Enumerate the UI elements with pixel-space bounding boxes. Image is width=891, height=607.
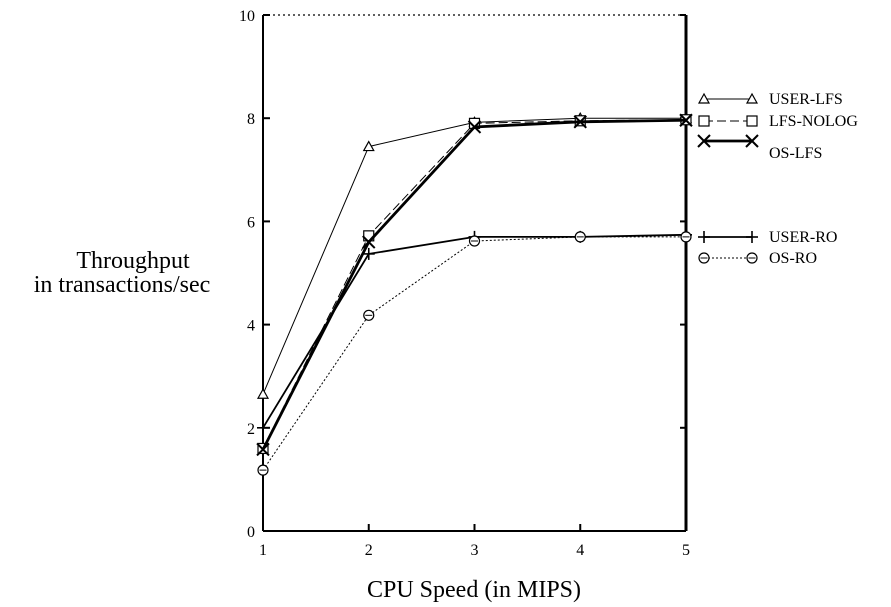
series-os-ro [257,231,692,476]
legend-label-user-ro: USER-RO [769,229,837,246]
legend-item-os-ro: OS-RO [698,250,817,267]
legend-label-os-ro: OS-RO [769,250,817,267]
x-axis-label: CPU Speed (in MIPS) [367,577,581,603]
y-tick-label: 10 [239,8,255,25]
legend-item-user-ro: USER-RO [698,229,837,246]
legend-marker-os-ro [698,252,710,264]
series-user-lfs [256,111,693,399]
y-tick-label: 6 [247,214,255,231]
data-point-os-lfs [467,120,482,134]
legend-marker-os-lfs [697,134,711,148]
data-point-os-lfs [573,115,587,129]
y-axis-label-line2: in transactions/sec [34,272,211,298]
series-line-user-ro [262,233,687,429]
legend-marker-user-ro [698,231,710,243]
legend-marker-os-ro [746,252,758,264]
data-point-os-lfs [256,442,270,457]
legend-marker-user-ro [746,231,758,243]
legend-marker-user-lfs [745,92,759,104]
data-point-os-lfs-stroke-b [679,113,693,127]
series-lfs-nolog [257,114,692,455]
legend: USER-LFS LFS-NOLOG OS-LFS USER-RO OS-RO [697,91,858,267]
legend-marker-lfs-nolog [698,115,710,127]
series-line-os-ro [262,236,686,471]
x-tick-label: 3 [471,542,479,559]
x-tick-label: 5 [682,542,690,559]
legend-label-os-lfs: OS-LFS [769,145,822,162]
legend-item-user-lfs: USER-LFS [697,91,843,108]
legend-marker-user-lfs [697,92,711,104]
series-line-lfs-nolog [262,119,687,449]
data-point-os-lfs [362,235,376,249]
y-axis-label-line1: Throughput [76,248,190,274]
data-point-os-lfs [679,113,693,127]
x-tick-label: 4 [576,542,584,559]
series-os-lfs [256,113,693,457]
legend-item-os-lfs: OS-LFS [697,134,822,162]
series-line-user-lfs [262,117,686,395]
data-point-os-lfs-stroke-b [256,442,270,457]
legend-marker-os-lfs-stroke-b [697,134,711,148]
data-point-os-ro [468,235,481,247]
legend-item-lfs-nolog: LFS-NOLOG [698,113,858,130]
y-tick-label: 4 [247,318,255,335]
data-point-user-ro [257,421,269,434]
data-point-user-ro [362,247,375,260]
data-point-os-ro [574,231,586,243]
data-point-os-ro [680,231,692,243]
legend-label-lfs-nolog: LFS-NOLOG [769,113,858,130]
data-point-user-lfs [256,388,270,399]
y-tick-label: 0 [247,524,255,541]
data-point-os-ro [363,309,375,321]
data-point-os-lfs-stroke-b [573,115,587,129]
legend-marker-os-lfs [745,134,759,148]
y-tick-label: 2 [247,421,255,438]
legend-marker-os-lfs-stroke-b [745,134,759,148]
x-tick-label: 1 [259,542,267,559]
legend-label-user-lfs: USER-LFS [769,91,843,108]
legend-marker-lfs-nolog [746,115,758,127]
series-user-ro [257,228,692,434]
series-line-os-lfs [261,118,687,451]
data-point-os-lfs-stroke-b [362,235,376,249]
x-tick-label: 2 [365,542,373,559]
y-tick-label: 8 [247,111,255,128]
data-point-os-lfs-stroke-b [467,120,482,134]
data-point-os-ro [257,464,269,476]
series-layer [256,111,693,476]
data-point-user-lfs [362,140,375,152]
